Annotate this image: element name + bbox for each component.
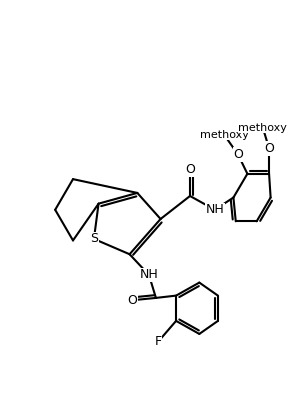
Text: F: F — [155, 335, 162, 348]
Text: O: O — [233, 148, 243, 161]
Text: NH: NH — [206, 203, 224, 216]
Text: O: O — [128, 294, 138, 307]
Text: NH: NH — [140, 268, 158, 282]
Text: methoxy: methoxy — [200, 130, 249, 140]
Text: methoxy: methoxy — [239, 123, 287, 133]
Text: O: O — [185, 164, 195, 176]
Text: S: S — [90, 233, 98, 245]
Text: O: O — [264, 142, 274, 155]
